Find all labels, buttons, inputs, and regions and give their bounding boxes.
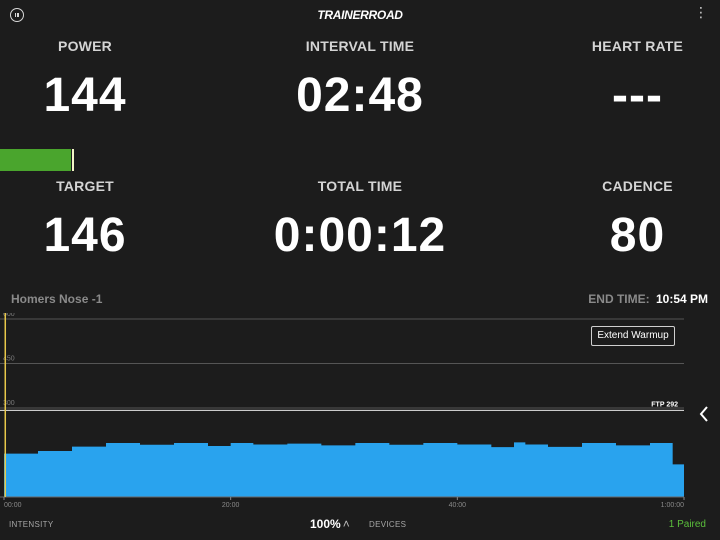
- more-icon[interactable]: ⋮: [694, 4, 708, 20]
- end-time: END TIME: 10:54 PM: [588, 292, 708, 306]
- total-time-metric: TOTAL TIME 0:00:12: [250, 178, 470, 260]
- paired-devices[interactable]: 1 Paired: [668, 519, 706, 530]
- total-time-value: 0:00:12: [273, 209, 447, 262]
- ftp-label: FTP 292: [651, 401, 678, 408]
- y-tick-label: 300: [3, 400, 15, 407]
- end-time-value: 10:54 PM: [655, 292, 708, 306]
- x-tick-label: 1:00:00: [661, 502, 684, 509]
- extend-warmup-button[interactable]: Extend Warmup: [591, 326, 675, 346]
- y-tick-label: 600: [3, 313, 15, 318]
- cadence-metric: CADENCE 80: [555, 178, 720, 260]
- power-target-bar: [0, 149, 170, 171]
- target-metric: TARGET 146: [0, 178, 170, 260]
- heart-rate-value: ---: [612, 69, 663, 122]
- pause-icon[interactable]: [10, 8, 24, 22]
- intensity-control[interactable]: 100% ˄: [310, 517, 350, 531]
- y-tick-label: 450: [3, 356, 15, 363]
- heart-rate-metric: HEART RATE ---: [555, 38, 720, 120]
- cadence-value: 80: [609, 209, 666, 262]
- power-value: 144: [43, 69, 127, 122]
- interval-time-label: INTERVAL TIME: [305, 38, 415, 54]
- power-bar-marker: [71, 149, 74, 171]
- workout-area: [4, 442, 684, 497]
- total-time-label: TOTAL TIME: [317, 178, 403, 194]
- x-tick-label: 00:00: [4, 502, 22, 509]
- intensity-value: 100%: [310, 517, 341, 531]
- x-tick-label: 20:00: [222, 502, 240, 509]
- trainerroad-logo: TRAINERROAD: [317, 8, 403, 22]
- chevron-left-icon[interactable]: [697, 404, 711, 424]
- intensity-label: INTENSITY: [9, 520, 54, 529]
- target-label: TARGET: [56, 178, 114, 194]
- chevron-up-icon: ˄: [342, 517, 350, 531]
- devices-label: DEVICES: [369, 520, 407, 529]
- x-tick-label: 40:00: [449, 502, 467, 509]
- power-bar-fill: [0, 149, 71, 171]
- interval-time-value: 02:48: [296, 69, 424, 122]
- target-value: 146: [43, 209, 127, 262]
- power-label: POWER: [58, 38, 112, 54]
- workout-profile-chart: 600 450 300 FTP 292 00:00 20:00 40:00 1:00:00: [0, 313, 685, 509]
- workout-name: Homers Nose -1: [11, 292, 103, 306]
- cadence-label: CADENCE: [602, 178, 673, 194]
- heart-rate-label: HEART RATE: [591, 38, 684, 54]
- end-time-label: END TIME:: [588, 292, 650, 306]
- interval-time-metric: INTERVAL TIME 02:48: [250, 38, 470, 120]
- power-metric: POWER 144: [0, 38, 170, 120]
